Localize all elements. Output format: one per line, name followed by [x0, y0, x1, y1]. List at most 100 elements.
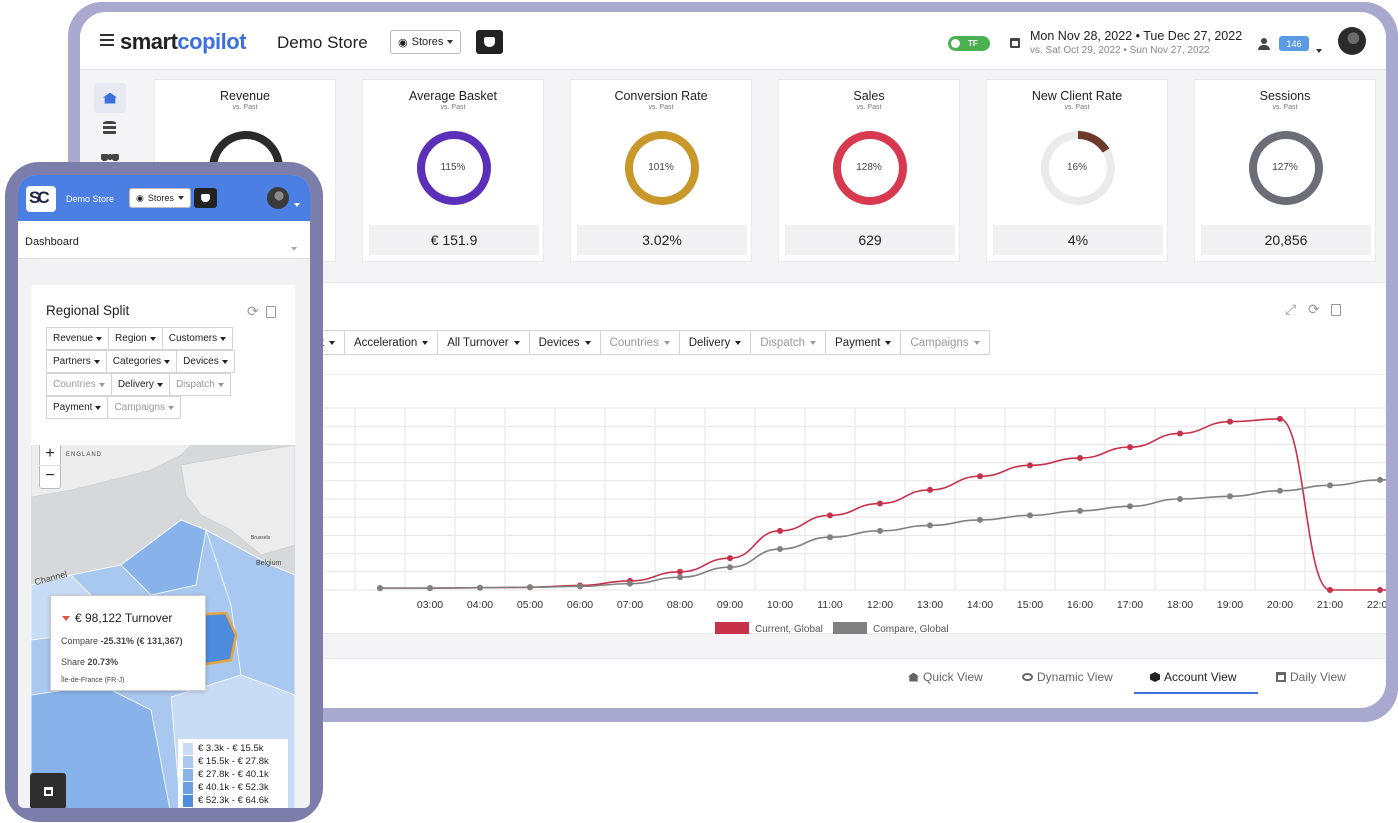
filter-region[interactable]: Region: [108, 327, 163, 350]
data-point[interactable]: [677, 574, 683, 581]
mobile-stores-dropdown[interactable]: ◉ Stores: [129, 188, 191, 208]
filter-dispatch[interactable]: Dispatch: [168, 373, 231, 396]
data-point[interactable]: [927, 486, 933, 493]
mobile-mask-button[interactable]: [194, 188, 217, 208]
export-file-icon[interactable]: [266, 306, 276, 318]
data-point[interactable]: [977, 516, 983, 523]
expand-icon[interactable]: [1285, 301, 1297, 318]
filter-customers[interactable]: Customers: [161, 327, 234, 350]
filter-payment[interactable]: Payment: [825, 330, 902, 355]
tab-account-view[interactable]: Account View: [1150, 670, 1237, 684]
refresh-icon[interactable]: [247, 303, 259, 320]
database-icon[interactable]: [103, 121, 116, 135]
data-point[interactable]: [477, 584, 483, 591]
data-point[interactable]: [1227, 493, 1233, 500]
refresh-icon[interactable]: [1308, 301, 1320, 318]
data-point[interactable]: [677, 568, 683, 575]
filter-countries[interactable]: Countries: [46, 373, 112, 396]
user-settings-icon[interactable]: [1258, 38, 1271, 50]
filter-countries[interactable]: Countries: [599, 330, 680, 355]
filter-payment[interactable]: Payment: [46, 396, 109, 419]
data-point[interactable]: [1327, 482, 1333, 489]
data-point[interactable]: [977, 473, 983, 480]
filter-campaigns[interactable]: Campaigns: [107, 396, 182, 419]
data-point[interactable]: [1327, 587, 1333, 593]
calendar-icon[interactable]: [1010, 38, 1020, 48]
filter-delivery[interactable]: Delivery: [678, 330, 752, 355]
mobile-page-select[interactable]: [18, 221, 310, 259]
data-point[interactable]: [1077, 507, 1083, 514]
kpi-card[interactable]: Sales vs. Past 128% 629: [778, 79, 960, 262]
data-point[interactable]: [827, 534, 833, 541]
nav-home[interactable]: [94, 83, 126, 113]
mobile-user-caret[interactable]: [294, 196, 300, 214]
data-point[interactable]: [577, 583, 583, 590]
filter-devices[interactable]: Devices: [528, 330, 601, 355]
mask-button[interactable]: [476, 30, 503, 54]
data-point[interactable]: [1277, 415, 1283, 422]
data-point[interactable]: [1277, 487, 1283, 494]
data-point[interactable]: [727, 555, 733, 562]
data-point[interactable]: [627, 580, 633, 587]
data-point[interactable]: [1377, 476, 1383, 483]
tab-quick-view[interactable]: Quick View: [908, 670, 983, 684]
data-point[interactable]: [827, 512, 833, 519]
data-point[interactable]: [777, 527, 783, 534]
legend-swatch[interactable]: [715, 622, 749, 634]
home-icon: [908, 672, 919, 682]
filter-acceleration[interactable]: Acceleration: [343, 330, 439, 355]
filter-partners[interactable]: Partners: [46, 350, 107, 373]
data-point[interactable]: [1027, 462, 1033, 469]
filter-revenue[interactable]: Revenue: [46, 327, 110, 350]
menu-icon[interactable]: [100, 34, 114, 46]
kpi-card[interactable]: Sessions vs. Past 127% 20,856: [1194, 79, 1376, 262]
zoom-out-button[interactable]: −: [45, 467, 55, 484]
data-point[interactable]: [527, 584, 533, 591]
compare-range[interactable]: vs. Sat Oct 29, 2022 • Sun Nov 27, 2022: [1030, 45, 1210, 56]
data-point[interactable]: [927, 522, 933, 529]
tab-daily-view[interactable]: Daily View: [1276, 670, 1346, 684]
data-point[interactable]: [1077, 455, 1083, 462]
tf-toggle[interactable]: TF: [948, 36, 990, 51]
tab-dynamic-view[interactable]: Dynamic View: [1022, 670, 1113, 684]
legend-swatch[interactable]: [833, 622, 867, 634]
mobile-avatar[interactable]: [267, 187, 289, 209]
data-point[interactable]: [877, 527, 883, 534]
date-range[interactable]: Mon Nov 28, 2022 • Tue Dec 27, 2022: [1030, 29, 1243, 43]
users-icon[interactable]: [101, 154, 119, 164]
data-point[interactable]: [1127, 503, 1133, 510]
filter-all-turnover[interactable]: All Turnover: [437, 330, 530, 355]
avatar[interactable]: [1338, 27, 1366, 55]
filter-categories[interactable]: Categories: [105, 350, 178, 373]
kpi-card[interactable]: Conversion Rate vs. Past 101% 3.02%: [570, 79, 752, 262]
zoom-in-button[interactable]: +: [39, 443, 61, 466]
mobile-page-select-caret[interactable]: [291, 240, 297, 258]
data-point[interactable]: [1127, 444, 1133, 451]
data-point[interactable]: [1177, 496, 1183, 502]
legend-label[interactable]: Compare, Global: [873, 624, 949, 635]
filter-devices[interactable]: Devices: [176, 350, 235, 373]
data-point[interactable]: [877, 500, 883, 507]
tooltip-share: Share 20.73%: [61, 657, 118, 667]
data-point[interactable]: [1377, 587, 1383, 593]
mobile-calendar-button[interactable]: [30, 773, 66, 808]
data-point[interactable]: [427, 585, 433, 592]
filter-dispatch[interactable]: Dispatch: [750, 330, 827, 355]
data-point[interactable]: [777, 546, 783, 553]
data-point[interactable]: [1227, 418, 1233, 425]
export-file-icon[interactable]: [1331, 304, 1341, 316]
tooltip-compare-value: -25.31% (€ 131,367): [100, 636, 183, 646]
data-point[interactable]: [1177, 430, 1183, 437]
filter-label: Delivery: [688, 336, 731, 349]
notification-badge[interactable]: 146: [1279, 36, 1309, 51]
filter-campaigns[interactable]: Campaigns: [900, 330, 990, 355]
user-menu-caret[interactable]: [1316, 42, 1322, 60]
data-point[interactable]: [377, 585, 383, 592]
data-point[interactable]: [727, 564, 733, 571]
filter-delivery[interactable]: Delivery: [110, 373, 170, 396]
data-point[interactable]: [1027, 512, 1033, 519]
kpi-card[interactable]: Average Basket vs. Past 115% € 151.9: [362, 79, 544, 262]
legend-label[interactable]: Current, Global: [755, 624, 823, 635]
stores-dropdown[interactable]: ◉ Stores: [390, 30, 462, 54]
kpi-card[interactable]: New Client Rate vs. Past 16% 4%: [986, 79, 1168, 262]
